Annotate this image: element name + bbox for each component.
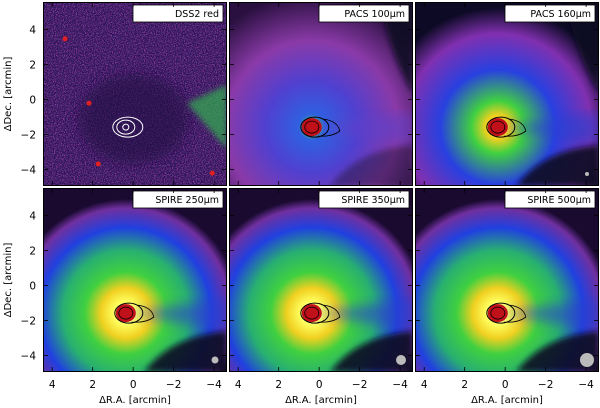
panel-1: DSS2 red (43, 2, 227, 186)
x-tick-label: 2 (461, 379, 468, 391)
x-tick-label: −4 (578, 379, 594, 391)
y-tick-label: −2 (21, 129, 36, 141)
x-tick-label: 0 (316, 379, 323, 391)
beam-size-marker (396, 355, 406, 365)
beam-size-marker (580, 353, 594, 367)
panel-5: SPIRE 350μm (229, 188, 413, 372)
y-tick-label: 2 (29, 246, 36, 258)
panel-label-box (132, 190, 224, 209)
beam-size-marker (585, 172, 589, 176)
y-tick-label: 2 (29, 60, 36, 72)
panel-label-box (504, 4, 596, 23)
y-tick-label: −4 (21, 350, 37, 362)
panel-label: PACS 100μm (344, 9, 405, 20)
panel-label-box (132, 4, 224, 23)
x-tick-label: −2 (166, 379, 181, 391)
panel-label: SPIRE 350μm (341, 195, 405, 206)
y-tick-label: 4 (29, 211, 36, 223)
x-tick-label: 4 (49, 379, 56, 391)
x-tick-label: 0 (502, 379, 509, 391)
panel-label: DSS2 red (175, 9, 219, 20)
panel-6: SPIRE 500μm (415, 188, 599, 372)
x-tick-label: −4 (206, 379, 222, 391)
panel-label-box (318, 190, 410, 209)
y-axis-label: ΔDec. [arcmin] (3, 243, 14, 318)
x-tick-label: −4 (392, 379, 408, 391)
x-tick-label: −2 (352, 379, 367, 391)
beam-size-marker (211, 356, 219, 364)
panel-label: SPIRE 250μm (155, 195, 219, 206)
x-tick-label: 2 (89, 379, 96, 391)
x-tick-label: 2 (275, 379, 282, 391)
x-axis-label: ΔR.A. [arcmin] (285, 395, 357, 406)
x-axis-label: ΔR.A. [arcmin] (471, 395, 543, 406)
panel-3: PACS 160μm (415, 2, 599, 186)
y-tick-label: −2 (21, 315, 36, 327)
y-tick-label: 0 (29, 281, 36, 293)
x-tick-label: 4 (421, 379, 428, 391)
y-tick-label: −4 (21, 164, 37, 176)
y-tick-label: 0 (29, 95, 36, 107)
x-tick-label: 4 (235, 379, 242, 391)
x-tick-label: 0 (130, 379, 137, 391)
panel-label-box (318, 4, 410, 23)
y-tick-label: 4 (29, 25, 36, 37)
x-axis-label: ΔR.A. [arcmin] (99, 395, 171, 406)
panel-label-box (504, 190, 596, 209)
x-tick-label: −2 (538, 379, 553, 391)
panel-4: SPIRE 250μm (43, 188, 227, 372)
panel-label: PACS 160μm (530, 9, 591, 20)
panel-2: PACS 100μm (229, 2, 413, 186)
panel-label: SPIRE 500μm (527, 195, 591, 206)
y-axis-label: ΔDec. [arcmin] (3, 57, 14, 132)
